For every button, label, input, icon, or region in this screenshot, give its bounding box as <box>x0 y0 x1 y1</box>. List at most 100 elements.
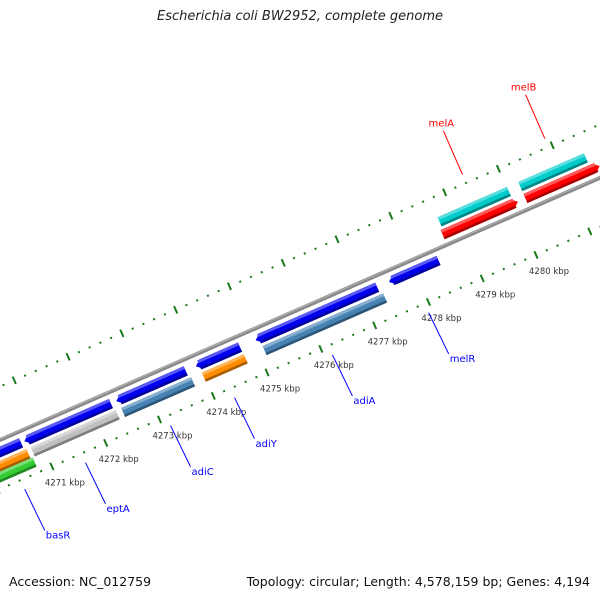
outer-minor-tick <box>195 299 199 302</box>
inner-major-tick <box>156 415 163 424</box>
outer-minor-tick <box>346 233 350 236</box>
gene-feature-body <box>440 199 518 240</box>
inner-minor-tick <box>362 328 366 332</box>
outer-minor-tick <box>217 289 221 293</box>
outer-minor-tick <box>421 200 425 203</box>
outer-minor-tick <box>249 275 253 279</box>
outer-minor-tick <box>163 313 167 316</box>
tick-label: 4272 kbp <box>99 455 139 465</box>
gene-feature-highlight <box>518 153 586 185</box>
inner-minor-tick <box>416 305 420 308</box>
gene-feature <box>30 410 120 457</box>
inner-minor-tick <box>287 361 290 365</box>
outer-minor-tick <box>518 158 522 161</box>
gene-feature-highlight <box>440 198 514 233</box>
outer-minor-tick <box>486 172 489 175</box>
gene-feature <box>0 449 31 472</box>
inner-major-tick <box>103 438 109 447</box>
inner-minor-tick <box>115 436 118 440</box>
inner-minor-tick <box>459 286 463 290</box>
gene-feature-highlight <box>0 449 28 465</box>
outer-minor-tick <box>314 247 317 250</box>
inner-minor-tick <box>351 333 355 337</box>
inner-minor-tick <box>341 338 344 341</box>
outer-minor-tick <box>34 369 38 373</box>
inner-minor-tick <box>82 451 86 454</box>
gene-feature <box>437 186 511 227</box>
gene-feature <box>24 398 113 445</box>
inner-minor-tick <box>566 239 570 243</box>
gene-feature-highlight <box>256 282 377 338</box>
outer-minor-tick <box>324 242 328 246</box>
inner-minor-tick <box>513 263 516 266</box>
outer-minor-tick <box>23 374 27 377</box>
outer-minor-tick <box>142 322 145 326</box>
outer-minor-tick <box>583 129 586 133</box>
inner-minor-tick <box>168 413 172 417</box>
inner-major-tick <box>587 227 593 236</box>
outer-minor-tick <box>378 219 382 222</box>
gene-feature-shadow <box>0 464 37 483</box>
gene-label-line <box>234 397 255 440</box>
inner-minor-tick <box>437 295 441 299</box>
gene-feature-body <box>262 293 388 356</box>
gene-feature-body <box>201 354 248 382</box>
gene-label-melA: melA <box>429 119 455 130</box>
outer-minor-tick <box>411 205 414 208</box>
outer-minor-tick <box>367 223 371 227</box>
inner-minor-tick <box>61 460 64 464</box>
outer-minor-tick <box>432 195 436 199</box>
gene-feature-body <box>437 186 511 227</box>
inner-minor-tick <box>18 479 21 482</box>
inner-minor-tick <box>179 408 183 412</box>
gene-feature <box>523 162 600 204</box>
gene-feature-body <box>518 153 588 192</box>
gene-feature <box>262 293 388 356</box>
outer-major-tick <box>334 235 340 244</box>
outer-major-tick <box>173 305 179 314</box>
gene-feature-body <box>121 377 196 417</box>
gene-label-line <box>85 462 106 505</box>
inner-minor-tick <box>523 258 527 261</box>
gene-label-eptA: eptA <box>107 504 130 515</box>
gene-feature-shadow <box>265 300 388 356</box>
inner-minor-tick <box>29 474 32 478</box>
tick-label: 4278 kbp <box>421 314 461 324</box>
outer-minor-tick <box>206 294 210 298</box>
inner-minor-tick <box>491 272 495 276</box>
outer-minor-tick <box>593 125 597 128</box>
gene-feature-shadow <box>521 160 588 192</box>
inner-minor-tick <box>7 483 11 487</box>
backbone-highlight <box>0 176 600 440</box>
outer-minor-tick <box>540 148 543 152</box>
gene-feature <box>195 342 243 370</box>
gene-feature-highlight <box>121 377 193 411</box>
gene-feature-shadow <box>0 445 24 458</box>
outer-minor-tick <box>260 270 264 274</box>
outer-minor-tick <box>238 280 242 283</box>
gene-feature-highlight <box>262 293 385 349</box>
gene-label-basR: basR <box>46 530 71 541</box>
inner-minor-tick <box>577 234 581 238</box>
inner-major-tick <box>533 250 539 259</box>
tick-label: 4274 kbp <box>206 408 246 418</box>
gene-feature-highlight <box>201 354 245 376</box>
outer-minor-tick <box>45 364 48 368</box>
outer-major-tick <box>226 282 232 291</box>
gene-label-adiA: adiA <box>353 396 375 407</box>
outer-major-tick <box>280 258 286 267</box>
inner-minor-tick <box>308 352 312 355</box>
outer-minor-tick <box>475 176 479 180</box>
gene-feature-shadow <box>28 405 113 445</box>
outer-major-tick <box>549 141 555 150</box>
outer-minor-tick <box>152 317 156 321</box>
inner-minor-tick <box>190 404 194 407</box>
outer-major-tick <box>11 376 17 385</box>
inner-minor-tick <box>255 375 258 379</box>
gene-feature-shadow <box>259 289 380 344</box>
inner-minor-tick <box>330 342 333 346</box>
gene-feature <box>116 366 188 405</box>
gene-label-melR: melR <box>450 354 476 365</box>
